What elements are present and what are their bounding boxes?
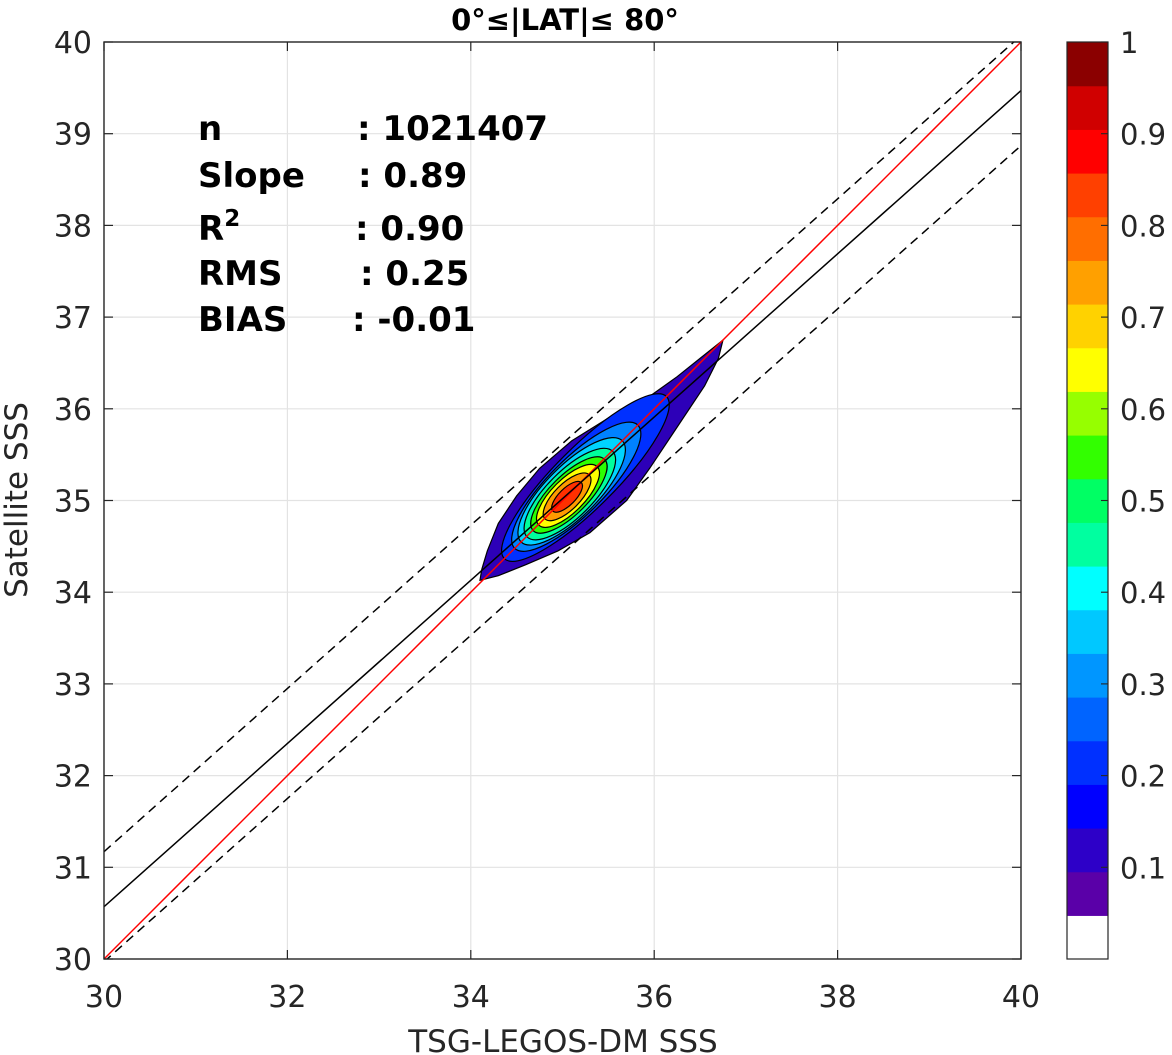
colorbar-tick-label-3: 0.4 xyxy=(1120,576,1166,610)
colorbar-tick-label-7: 0.8 xyxy=(1120,209,1166,243)
colorbar-segment-20 xyxy=(1067,42,1108,86)
stat-label-superscript: 2 xyxy=(224,206,240,232)
colorbar-segment-5 xyxy=(1067,697,1108,741)
colorbar-tick-label-6: 0.7 xyxy=(1120,301,1166,335)
colorbar-segment-15 xyxy=(1067,260,1108,304)
colorbar-segment-1 xyxy=(1067,872,1108,916)
colorbar-segment-19 xyxy=(1067,86,1108,130)
colorbar-segment-13 xyxy=(1067,348,1108,392)
colorbar-segment-8 xyxy=(1067,566,1108,610)
colorbar-segment-0 xyxy=(1067,915,1108,959)
colorbar: 0.1 0.2 0.3 0.4 0.5 0.6 0.7 0.8 0.9 1 xyxy=(1067,26,1166,960)
y-tick-label-10: 40 xyxy=(54,26,92,61)
x-axis-label: TSG-LEGOS-DM SSS xyxy=(407,1024,717,1055)
y-tick-label-5: 35 xyxy=(54,485,92,520)
colorbar-tick-label-8: 0.9 xyxy=(1120,118,1166,152)
colorbar-tick-label-2: 0.3 xyxy=(1120,668,1166,702)
x-tick-label-5: 40 xyxy=(1002,980,1040,1015)
stat-label-slope: Slope xyxy=(198,156,305,196)
colorbar-tick-label-4: 0.5 xyxy=(1120,485,1166,519)
x-tick-label-0: 30 xyxy=(85,980,123,1015)
y-tick-label-7: 37 xyxy=(54,301,92,336)
stat-value-rms: : 0.25 xyxy=(360,254,469,294)
colorbar-segment-18 xyxy=(1067,129,1108,173)
x-tick-label-3: 36 xyxy=(635,980,673,1015)
y-tick-label-2: 32 xyxy=(54,760,92,795)
colorbar-segment-11 xyxy=(1067,435,1108,479)
colorbar-segment-16 xyxy=(1067,217,1108,261)
colorbar-segment-12 xyxy=(1067,391,1108,435)
stat-value-bias: : -0.01 xyxy=(352,300,475,340)
colorbar-tick-label-0: 0.1 xyxy=(1120,851,1166,885)
y-axis-label: Satellite SSS xyxy=(0,402,35,598)
colorbar-segment-7 xyxy=(1067,610,1108,654)
colorbar-tick-label-1: 0.2 xyxy=(1120,760,1166,794)
stat-label-rms: RMS xyxy=(198,254,283,294)
x-tick-label-2: 34 xyxy=(452,980,490,1015)
colorbar-segment-17 xyxy=(1067,173,1108,217)
chart-title: 0°≤|LAT|≤ 80° xyxy=(451,3,679,37)
colorbar-tick-label-5: 0.6 xyxy=(1120,393,1166,427)
y-tick-label-3: 33 xyxy=(54,668,92,703)
x-tick-label-4: 38 xyxy=(819,980,857,1015)
x-tick-label-1: 32 xyxy=(268,980,306,1015)
colorbar-segment-9 xyxy=(1067,522,1108,566)
stat-value-n: : 1021407 xyxy=(357,109,548,149)
colorbar-segment-2 xyxy=(1067,828,1108,872)
density-scatter-figure: 0°≤|LAT|≤ 80° 30 32 34 36 38 40 30 31 32 33 34 35 3… xyxy=(0,0,1172,1055)
y-tick-label-8: 38 xyxy=(54,209,92,244)
y-tick-label-6: 36 xyxy=(54,393,92,428)
stat-label-n: n xyxy=(198,109,222,149)
y-tick-label-4: 34 xyxy=(54,576,92,611)
colorbar-segment-6 xyxy=(1067,653,1108,697)
stat-label-bias: BIAS xyxy=(198,300,287,340)
y-tick-label-9: 39 xyxy=(54,118,92,153)
stat-value-r: : 0.90 xyxy=(355,209,464,249)
colorbar-segment-14 xyxy=(1067,304,1108,348)
stat-value-slope: : 0.89 xyxy=(358,156,467,196)
colorbar-segment-4 xyxy=(1067,741,1108,785)
y-tick-label-0: 30 xyxy=(54,943,92,978)
colorbar-tick-label-9: 1 xyxy=(1120,26,1138,60)
colorbar-segment-3 xyxy=(1067,784,1108,828)
y-tick-label-1: 31 xyxy=(54,851,92,886)
